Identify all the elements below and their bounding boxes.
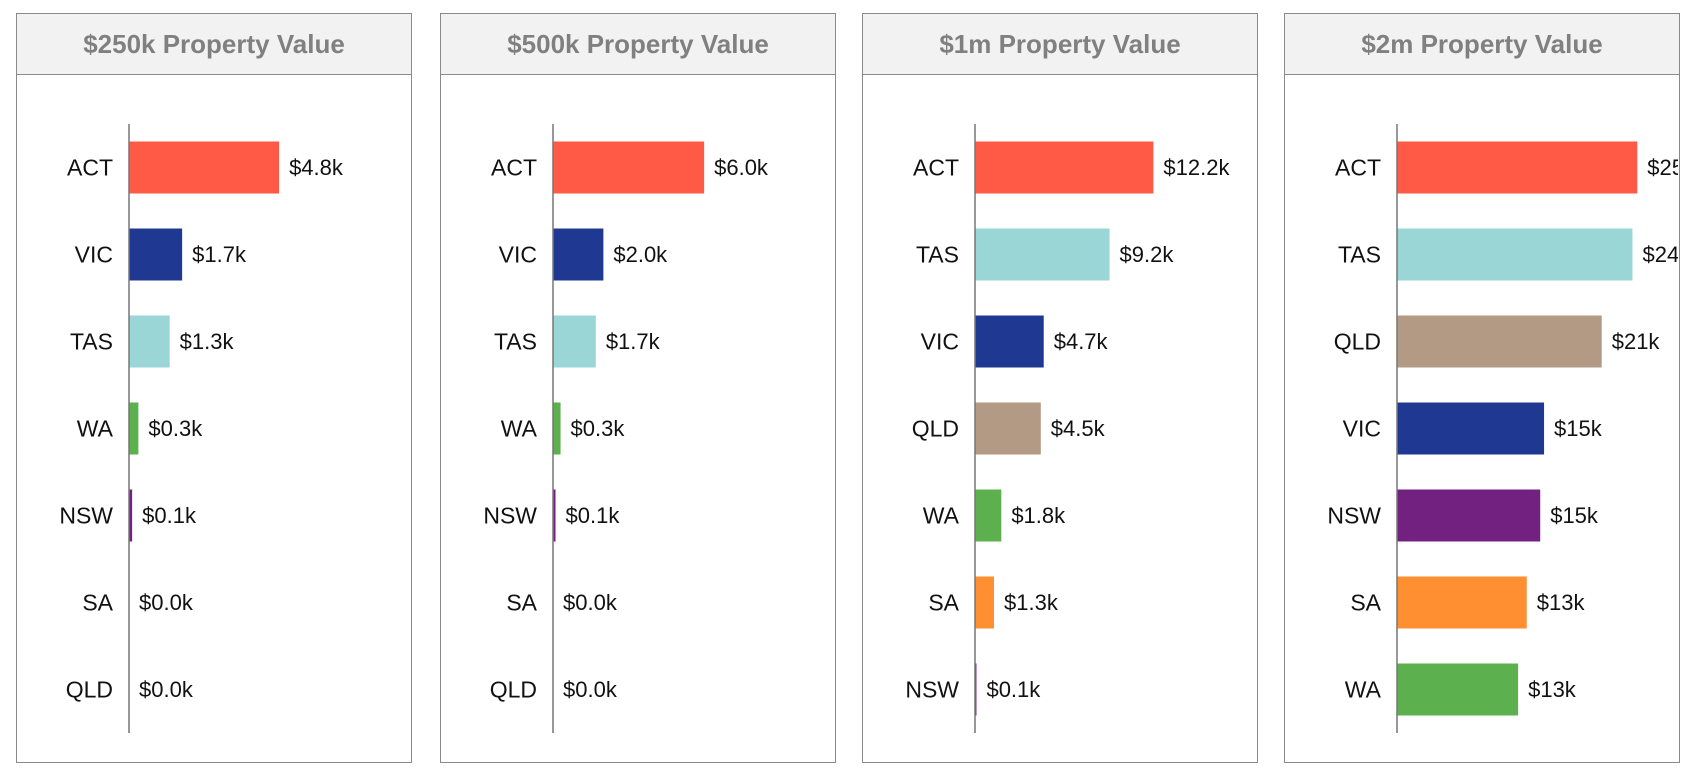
- value-label-vic: $2.0k: [613, 242, 668, 267]
- category-label-nsw: NSW: [905, 677, 959, 703]
- bar-vic: [975, 315, 1044, 368]
- bar-nsw: [1397, 489, 1541, 542]
- bar-chart: ACT $6.0k VIC $2.0k TAS $1.7k WA $0.3k NSW $0.1k S…: [483, 124, 769, 733]
- value-label-wa: $0.3k: [571, 416, 626, 441]
- panel-header: $1m Property Value: [863, 14, 1257, 75]
- bar-sa: [975, 576, 995, 629]
- category-label-tas: TAS: [70, 329, 113, 355]
- category-label-wa: WA: [923, 503, 960, 529]
- chart-panel-500k: $500k Property Value ACT $6.0k VIC $2.0k TAS $…: [440, 13, 836, 763]
- category-label-act: ACT: [67, 155, 113, 181]
- category-label-qld: QLD: [1334, 329, 1381, 355]
- value-label-vic: $15k: [1554, 416, 1603, 441]
- value-label-sa: $0.0k: [139, 590, 194, 615]
- value-label-wa: $0.3k: [148, 416, 203, 441]
- value-label-wa: $1.8k: [1011, 503, 1066, 528]
- value-label-tas: $9.2k: [1120, 242, 1175, 267]
- value-label-qld: $4.5k: [1051, 416, 1106, 441]
- value-label-qld: $21k: [1612, 329, 1661, 354]
- chart-panel-1m: $1m Property Value ACT $12.2k TAS $9.2k VIC $4…: [862, 13, 1258, 763]
- bar-tas: [1397, 228, 1633, 281]
- value-label-sa: $0.0k: [563, 590, 618, 615]
- chart-title: $1m Property Value: [939, 28, 1181, 59]
- bar-vic: [553, 228, 604, 281]
- bar-tas: [129, 315, 170, 368]
- chart-panel-2m: $2m Property Value ACT $25k TAS $24k QLD $21k V…: [1284, 13, 1680, 763]
- category-label-sa: SA: [506, 590, 537, 616]
- category-label-qld: QLD: [66, 677, 113, 703]
- category-label-act: ACT: [913, 155, 959, 181]
- category-label-tas: TAS: [1338, 242, 1381, 268]
- bar-wa: [553, 402, 561, 455]
- category-label-nsw: NSW: [483, 503, 537, 529]
- category-label-qld: QLD: [490, 677, 537, 703]
- value-label-act: $4.8k: [289, 155, 344, 180]
- value-label-qld: $0.0k: [563, 677, 618, 702]
- bar-wa: [129, 402, 139, 455]
- chart-panel-250k: $250k Property Value ACT $4.8k VIC $1.7k TAS $…: [16, 13, 412, 763]
- value-label-tas: $1.7k: [606, 329, 661, 354]
- bar-chart: ACT $12.2k TAS $9.2k VIC $4.7k QLD $4.5k WA $1.8k…: [905, 124, 1230, 733]
- category-label-qld: QLD: [912, 416, 959, 442]
- bar-vic: [129, 228, 183, 281]
- bar-vic: [1397, 402, 1545, 455]
- bar-qld: [975, 402, 1041, 455]
- value-label-vic: $4.7k: [1054, 329, 1109, 354]
- category-label-wa: WA: [77, 416, 114, 442]
- category-label-sa: SA: [1350, 590, 1381, 616]
- value-label-tas: $1.3k: [180, 329, 235, 354]
- category-label-vic: VIC: [921, 329, 959, 355]
- category-label-sa: SA: [928, 590, 959, 616]
- value-label-sa: $13k: [1537, 590, 1586, 615]
- category-label-wa: WA: [1345, 677, 1382, 703]
- category-label-vic: VIC: [499, 242, 537, 268]
- panel-header: $500k Property Value: [441, 14, 835, 75]
- category-label-tas: TAS: [916, 242, 959, 268]
- bar-act: [975, 141, 1154, 194]
- bar-nsw: [553, 489, 556, 542]
- category-label-vic: VIC: [75, 242, 113, 268]
- value-label-act: $25k: [1647, 155, 1678, 180]
- chart-title: $250k Property Value: [83, 28, 345, 59]
- value-label-sa: $1.3k: [1004, 590, 1059, 615]
- bar-wa: [975, 489, 1002, 542]
- panel-header: $2m Property Value: [1285, 14, 1679, 75]
- value-label-nsw: $0.1k: [986, 677, 1041, 702]
- category-label-sa: SA: [82, 590, 113, 616]
- category-label-wa: WA: [501, 416, 538, 442]
- chart-title: $2m Property Value: [1361, 28, 1603, 59]
- bar-chart: ACT $25k TAS $24k QLD $21k VIC $15k NSW $15k SA $13…: [1327, 124, 1678, 733]
- category-label-tas: TAS: [494, 329, 537, 355]
- bar-tas: [975, 228, 1110, 281]
- bar-act: [553, 141, 705, 194]
- category-label-nsw: NSW: [59, 503, 113, 529]
- value-label-act: $6.0k: [714, 155, 769, 180]
- category-label-vic: VIC: [1343, 416, 1381, 442]
- category-label-nsw: NSW: [1327, 503, 1381, 529]
- value-label-act: $12.2k: [1163, 155, 1230, 180]
- value-label-vic: $1.7k: [192, 242, 247, 267]
- bar-act: [1397, 141, 1638, 194]
- category-label-act: ACT: [1335, 155, 1381, 181]
- bar-wa: [1397, 663, 1519, 716]
- bar-act: [129, 141, 280, 194]
- bar-chart: ACT $4.8k VIC $1.7k TAS $1.3k WA $0.3k NSW $0.1k S…: [59, 124, 344, 733]
- bar-tas: [553, 315, 596, 368]
- chart-title: $500k Property Value: [507, 28, 769, 59]
- panel-header: $250k Property Value: [17, 14, 411, 75]
- bar-sa: [1397, 576, 1527, 629]
- value-label-nsw: $0.1k: [142, 503, 197, 528]
- value-label-wa: $13k: [1528, 677, 1577, 702]
- value-label-qld: $0.0k: [139, 677, 194, 702]
- bar-nsw: [129, 489, 133, 542]
- bar-qld: [1397, 315, 1602, 368]
- value-label-tas: $24k: [1642, 242, 1678, 267]
- value-label-nsw: $0.1k: [566, 503, 621, 528]
- category-label-act: ACT: [491, 155, 537, 181]
- value-label-nsw: $15k: [1550, 503, 1599, 528]
